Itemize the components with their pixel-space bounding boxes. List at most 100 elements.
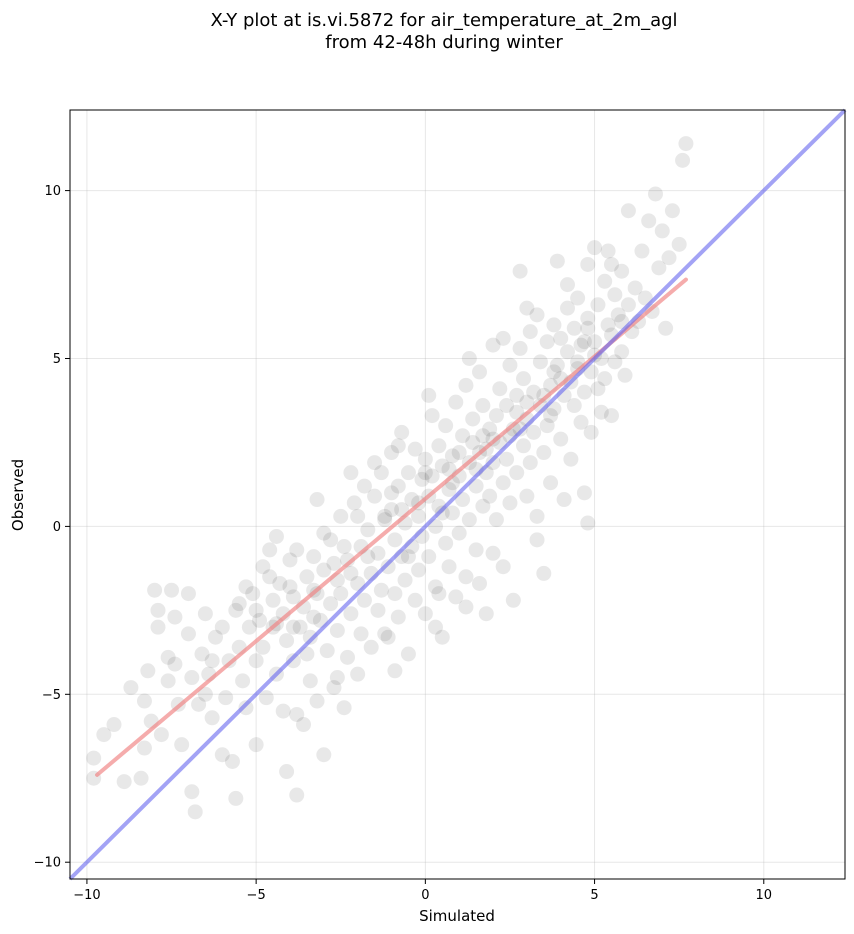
data-point	[627, 280, 643, 296]
data-point	[367, 455, 383, 471]
data-point	[204, 653, 220, 669]
data-point	[272, 575, 288, 591]
data-point	[384, 502, 400, 518]
data-point	[309, 693, 325, 709]
data-point	[167, 656, 183, 672]
data-point	[556, 492, 572, 508]
data-point	[465, 434, 481, 450]
y-axis-label: Observed	[9, 459, 27, 531]
data-point	[306, 609, 322, 625]
data-point	[566, 320, 582, 336]
data-point	[160, 649, 176, 665]
data-point	[384, 445, 400, 461]
data-point	[285, 653, 301, 669]
data-point	[519, 300, 535, 316]
y-tick-label: 5	[53, 352, 61, 367]
data-point	[512, 340, 528, 356]
data-point	[370, 602, 386, 618]
data-point	[546, 317, 562, 333]
data-point	[248, 602, 264, 618]
data-point	[448, 394, 464, 410]
data-point	[268, 528, 284, 544]
data-point	[597, 273, 613, 289]
data-point	[289, 787, 305, 803]
x-tick-label: −5	[247, 888, 266, 903]
data-point	[380, 629, 396, 645]
data-point	[431, 586, 447, 602]
data-point	[658, 320, 674, 336]
data-point	[424, 408, 440, 424]
data-point	[377, 512, 393, 528]
data-point	[343, 565, 359, 581]
chart-title-line-2: from 42-48h during winter	[325, 32, 563, 53]
data-point	[607, 354, 623, 370]
y-tick-label: 0	[53, 520, 61, 535]
data-point	[123, 680, 139, 696]
data-point	[573, 414, 589, 430]
data-point	[333, 508, 349, 524]
data-point	[661, 250, 677, 266]
identity-line	[68, 108, 847, 881]
data-point	[417, 606, 433, 622]
data-point	[495, 475, 511, 491]
data-point	[343, 465, 359, 481]
data-point	[329, 670, 345, 686]
data-point	[214, 619, 230, 635]
data-point	[458, 599, 474, 615]
data-point	[245, 586, 261, 602]
data-point	[515, 438, 531, 454]
data-point	[444, 505, 460, 521]
data-point	[614, 263, 630, 279]
data-point	[180, 586, 196, 602]
data-point	[346, 495, 362, 511]
data-point	[214, 747, 230, 763]
data-point	[482, 421, 498, 437]
data-point	[255, 559, 271, 575]
data-point	[580, 515, 596, 531]
data-point	[434, 505, 450, 521]
data-point	[296, 717, 312, 733]
data-point	[323, 532, 339, 548]
data-point	[529, 307, 545, 323]
data-point	[438, 418, 454, 434]
data-point	[204, 710, 220, 726]
data-point	[441, 481, 457, 497]
data-point	[499, 398, 515, 414]
data-point	[360, 522, 376, 538]
data-point	[549, 357, 565, 373]
data-point	[384, 485, 400, 501]
data-point	[580, 310, 596, 326]
data-point	[363, 639, 379, 655]
data-point	[390, 438, 406, 454]
data-point	[451, 445, 467, 461]
data-point	[417, 451, 433, 467]
data-point	[306, 549, 322, 565]
data-point	[471, 364, 487, 380]
data-point	[590, 297, 606, 313]
data-point	[428, 619, 444, 635]
data-point	[441, 559, 457, 575]
data-point	[559, 344, 575, 360]
data-point	[265, 592, 281, 608]
data-point	[316, 562, 332, 578]
data-point	[546, 364, 562, 380]
data-point	[455, 428, 471, 444]
data-point	[224, 753, 240, 769]
data-point	[289, 706, 305, 722]
data-point	[543, 408, 559, 424]
data-point	[262, 542, 278, 558]
data-point	[208, 629, 224, 645]
data-point	[431, 438, 447, 454]
data-point	[387, 663, 403, 679]
regression-line	[95, 277, 688, 777]
data-point	[539, 334, 555, 350]
data-point	[411, 508, 427, 524]
data-point	[536, 445, 552, 461]
x-axis-ticks: −10 −5 0 5 10	[73, 879, 772, 903]
data-point	[519, 394, 535, 410]
data-point	[553, 431, 569, 447]
y-tick-label: 10	[44, 184, 61, 199]
data-point	[397, 572, 413, 588]
data-point	[475, 428, 491, 444]
